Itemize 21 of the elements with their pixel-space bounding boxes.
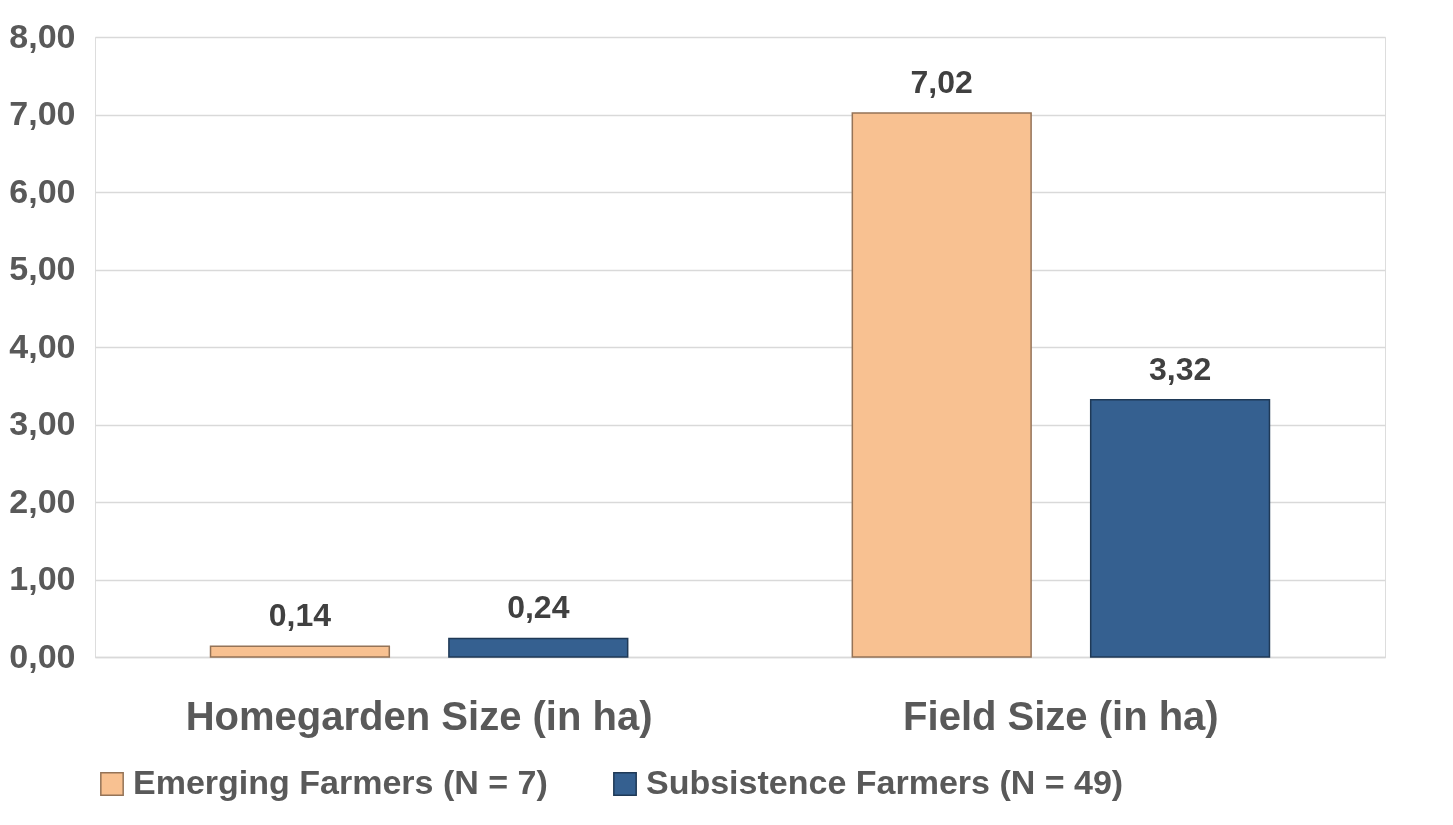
legend-label: Emerging Farmers (N = 7) <box>133 763 548 801</box>
y-tick-label: 2,00 <box>9 481 76 520</box>
data-label: 0,14 <box>268 597 332 634</box>
y-tick-label: 1,00 <box>9 559 76 597</box>
y-tick-label: 6,00 <box>9 171 76 210</box>
bar <box>209 645 391 658</box>
data-label: 7,02 <box>910 63 973 100</box>
y-tick-label: 5,00 <box>9 249 76 287</box>
data-label: 3,32 <box>1148 350 1212 387</box>
bar <box>1089 398 1271 658</box>
x-tick-label: Homegarden Size (in ha) <box>185 693 653 738</box>
y-tick-label: 8,00 <box>9 16 76 55</box>
y-tick-label: 4,00 <box>9 326 76 365</box>
bar <box>448 637 629 658</box>
data-label: 0,24 <box>507 589 570 626</box>
y-tick-label: 0,00 <box>9 636 76 675</box>
x-tick-label: Field Size (in ha) <box>903 693 1219 738</box>
y-tick-label: 7,00 <box>9 94 76 132</box>
bar <box>851 112 1032 658</box>
legend-label: Subsistence Farmers (N = 49) <box>646 763 1124 801</box>
y-tick-label: 3,00 <box>9 404 76 442</box>
